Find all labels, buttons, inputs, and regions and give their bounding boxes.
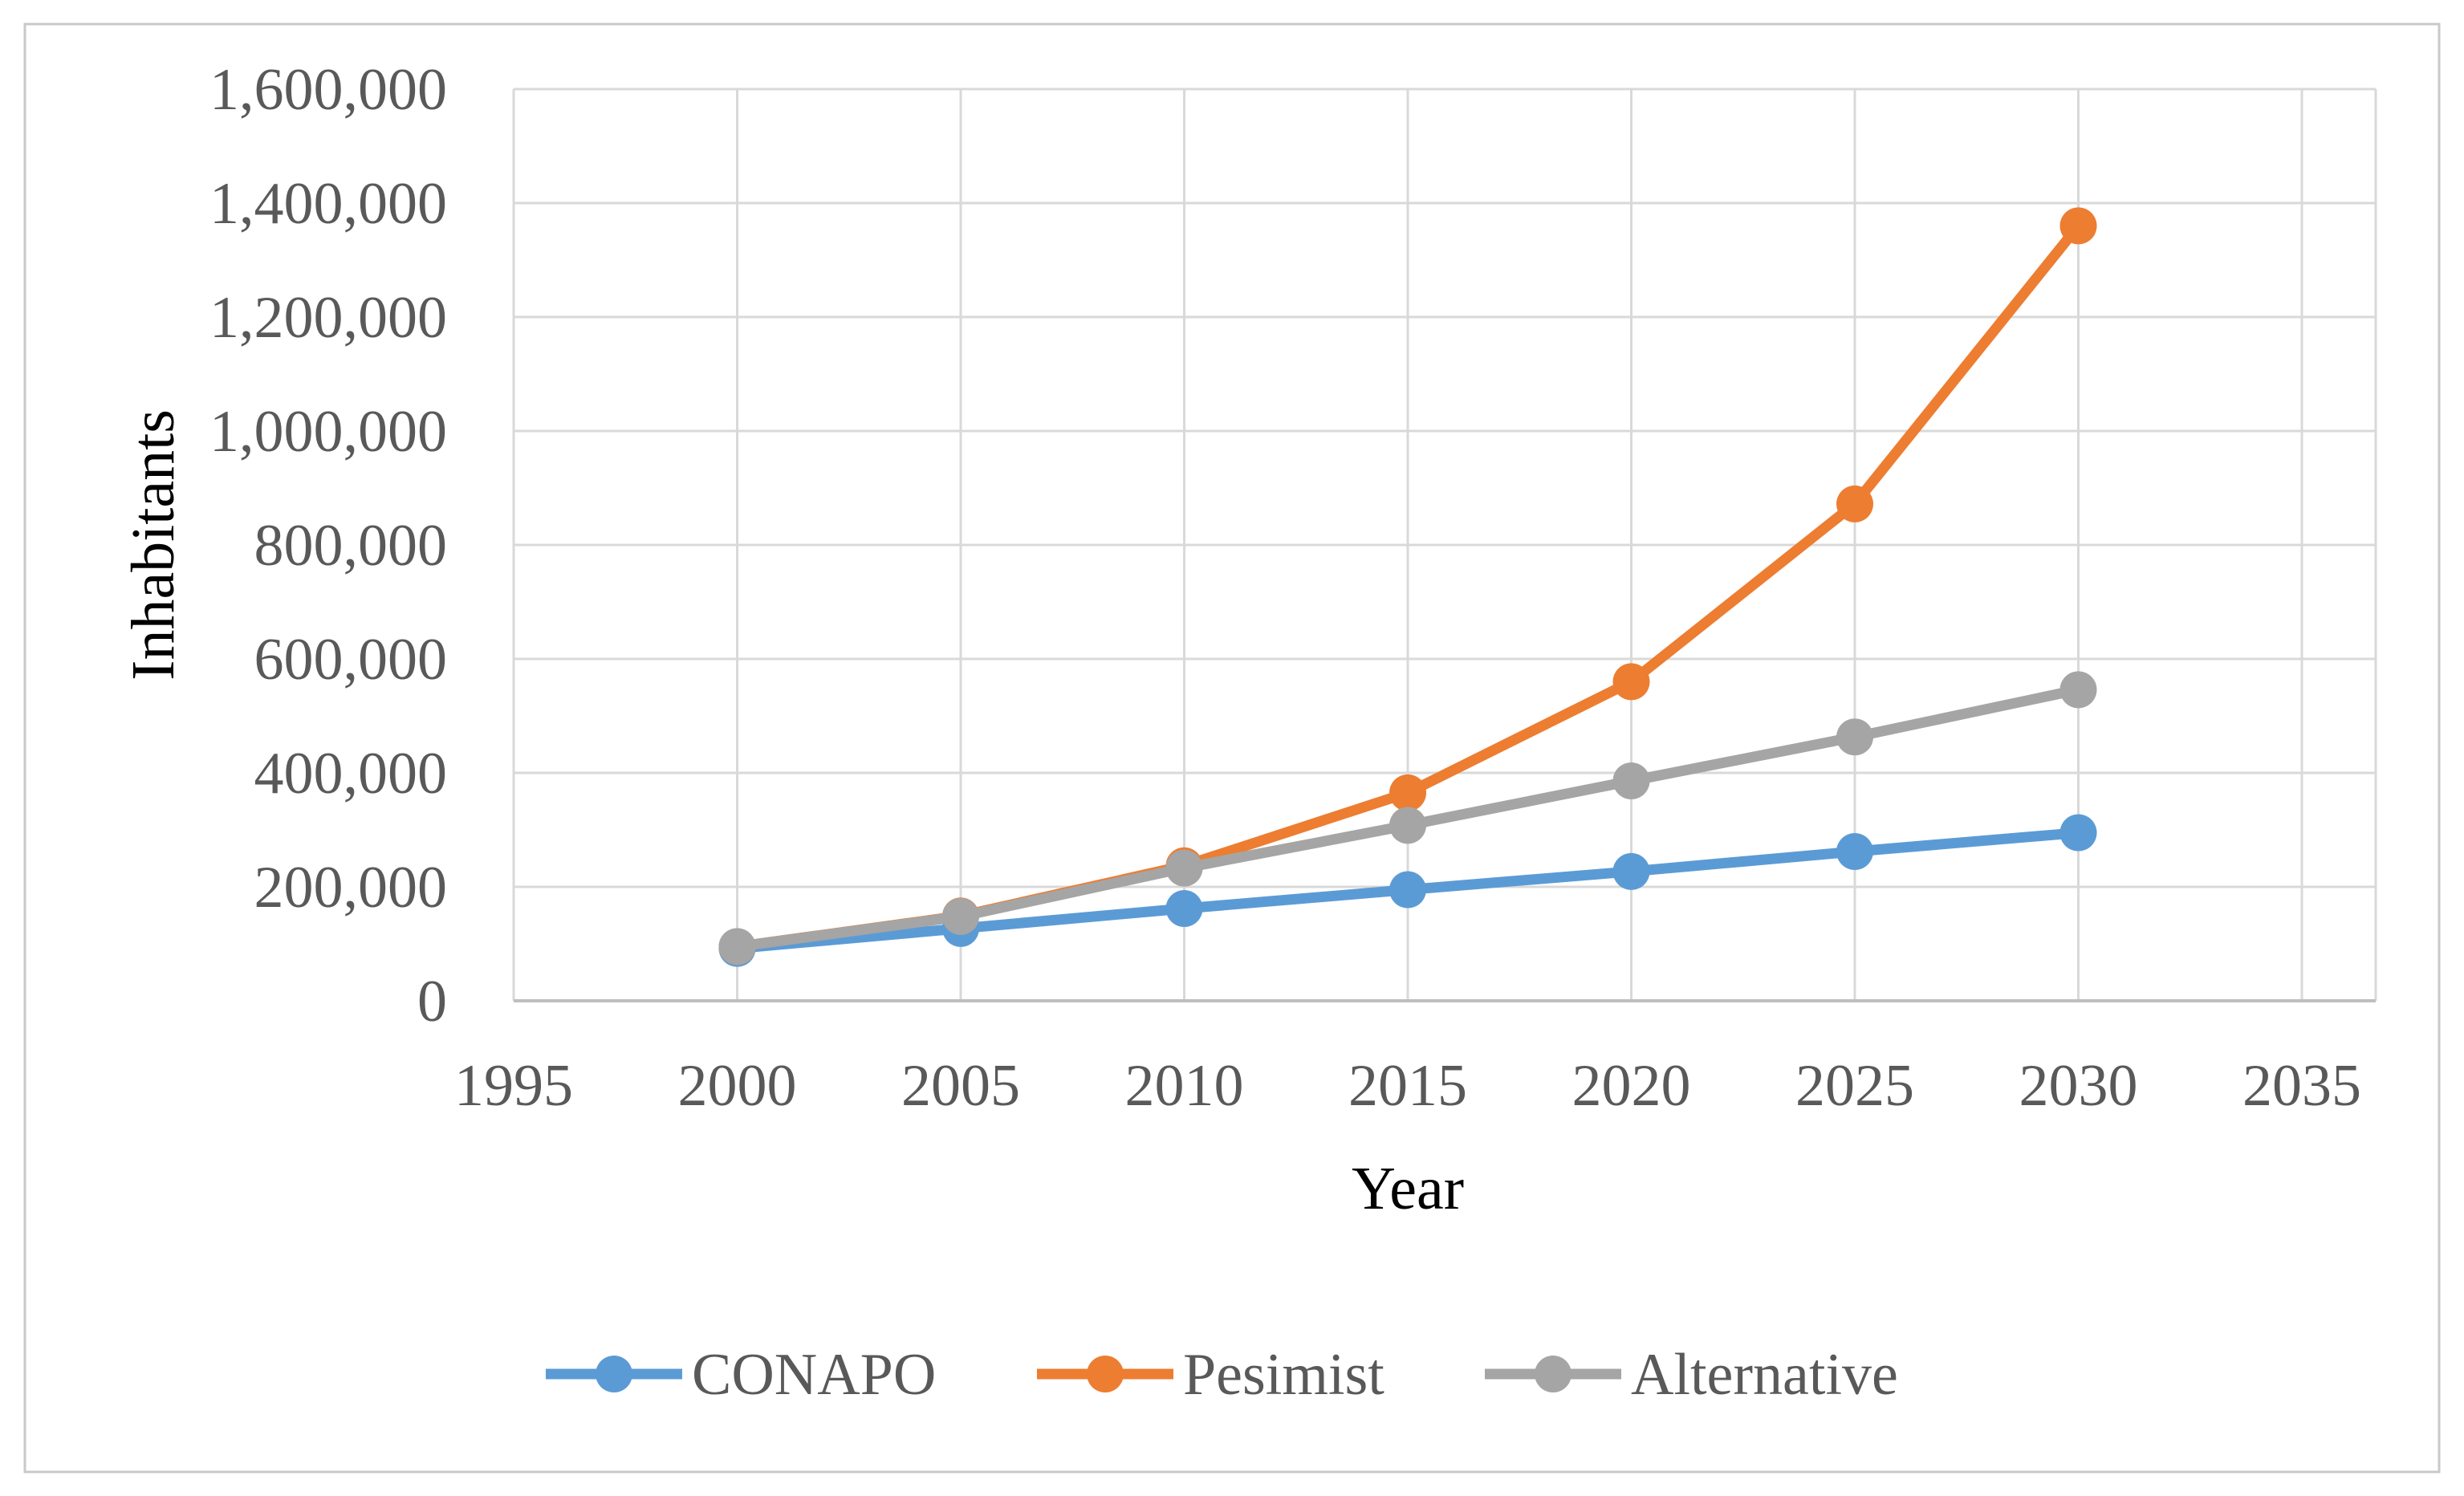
horizontal-gridlines: [514, 87, 2376, 888]
series-group: [718, 207, 2097, 967]
legend-item-pesimist: Pesimist: [1037, 1342, 1384, 1408]
x-tick-label: 2010: [1125, 1053, 1244, 1119]
y-tick-label: 1,000,000: [209, 399, 447, 465]
y-tick-label: 200,000: [254, 855, 448, 921]
y-tick-label: 1,400,000: [209, 171, 447, 237]
series-alternative: [718, 671, 2097, 965]
y-tick-label: 1,200,000: [209, 285, 447, 351]
series-marker-pesimist: [2059, 207, 2097, 245]
series-marker-conapo: [1612, 852, 1650, 890]
x-tick-label: 2020: [1572, 1053, 1691, 1119]
figure-border: [23, 22, 2441, 1474]
legend-label-pesimist: Pesimist: [1183, 1342, 1384, 1408]
series-marker-conapo: [1165, 889, 1203, 927]
x-tick-label: 2025: [1795, 1053, 1914, 1119]
series-marker-alternative: [718, 928, 756, 965]
y-tick-label: 400,000: [254, 741, 448, 807]
series-marker-alternative: [2059, 671, 2097, 709]
series-marker-alternative: [1612, 762, 1650, 799]
x-tick-label: 2000: [678, 1053, 797, 1119]
legend-key-marker-icon: [1535, 1356, 1572, 1392]
y-axis-tick-labels: 0 200,000 400,000 600,000 800,000 1,000,000 1,…: [209, 57, 447, 1035]
x-tick-label: 2015: [1348, 1053, 1467, 1119]
x-tick-label: 2035: [2242, 1053, 2361, 1119]
legend-item-conapo: CONAPO: [546, 1342, 936, 1408]
y-tick-label: 800,000: [254, 513, 448, 579]
y-axis-title: Inhabitants: [120, 409, 187, 681]
series-marker-pesimist: [1389, 774, 1426, 811]
legend: CONAPO Pesimist Alternative: [546, 1342, 1898, 1408]
x-axis-title: Year: [1352, 1155, 1464, 1222]
series-marker-pesimist: [1836, 485, 1873, 522]
legend-key-marker-icon: [1087, 1356, 1124, 1392]
x-axis-tick-labels: 1995 2000 2005 2010 2015 2020 2025 2030 2035: [454, 1053, 2361, 1119]
legend-label-conapo: CONAPO: [692, 1342, 936, 1408]
series-marker-conapo: [1389, 871, 1426, 909]
x-tick-label: 2030: [2019, 1053, 2138, 1119]
series-marker-conapo: [2059, 814, 2097, 852]
x-tick-label: 2005: [901, 1053, 1020, 1119]
series-marker-alternative: [1389, 807, 1426, 844]
legend-label-alternative: Alternative: [1631, 1342, 1898, 1408]
series-marker-alternative: [942, 897, 979, 935]
legend-key-marker-icon: [596, 1356, 632, 1392]
series-marker-conapo: [1836, 832, 1873, 870]
y-tick-label: 1,600,000: [209, 57, 447, 123]
y-tick-label: 0: [417, 969, 447, 1035]
series-marker-alternative: [1836, 718, 1873, 756]
x-tick-label: 1995: [454, 1053, 573, 1119]
series-marker-pesimist: [1612, 663, 1650, 701]
y-tick-label: 600,000: [254, 627, 448, 693]
legend-item-alternative: Alternative: [1485, 1342, 1898, 1408]
series-marker-alternative: [1165, 849, 1203, 887]
